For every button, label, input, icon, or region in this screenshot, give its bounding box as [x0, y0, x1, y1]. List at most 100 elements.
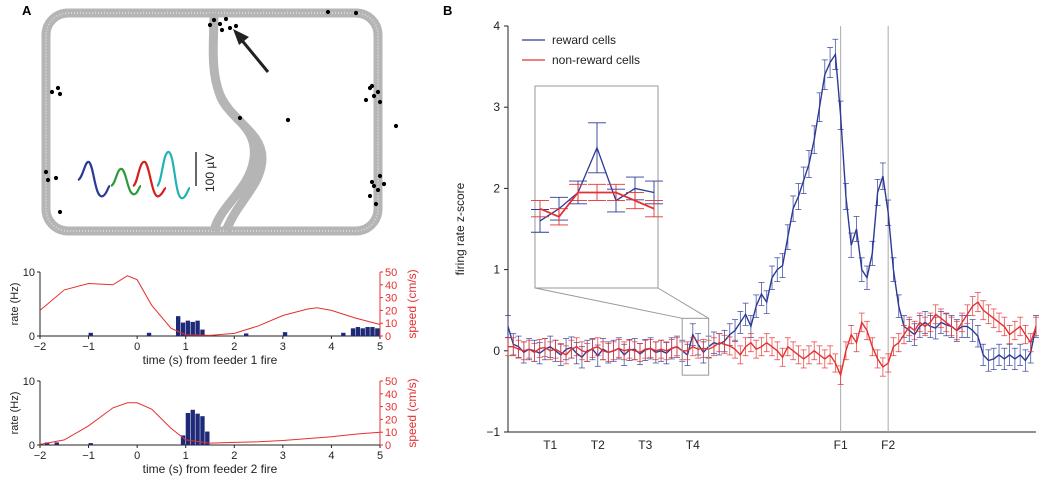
histogram-bar [375, 328, 380, 336]
x-axis-label: time (s) from feeder 2 fire [143, 462, 278, 476]
y-tick-label-right: 40 [385, 280, 397, 292]
x-tick-label: F2 [881, 438, 895, 452]
y-tick-label-right: 40 [385, 389, 397, 401]
histogram-bar [200, 329, 205, 336]
x-tick-label: 4 [328, 450, 334, 462]
x-tick-label: T4 [686, 438, 700, 452]
histogram-bar [180, 435, 186, 445]
spike-dot [393, 123, 399, 129]
x-tick-label: 2 [231, 450, 237, 462]
histogram-bar [176, 316, 181, 336]
y-axis-label: firing rate z-score [453, 182, 467, 275]
spike-dot [367, 193, 373, 199]
arrow-indicator [238, 37, 270, 73]
spike-dot [57, 91, 63, 97]
spike-dot [45, 177, 51, 183]
x-tick-label: 3 [280, 341, 286, 353]
y-tick-label-left: 0 [29, 331, 35, 343]
waveform-1 [77, 160, 111, 198]
x-tick-label: T3 [638, 438, 652, 452]
histogram-bar [146, 332, 152, 336]
speed-line [39, 275, 381, 336]
inset-box [534, 85, 659, 289]
panel-a-label: A [22, 3, 32, 18]
y-tick-label-right: 20 [385, 414, 397, 426]
histogram-bar [365, 327, 370, 336]
spike-dot [381, 181, 387, 187]
x-tick-label: 2 [231, 341, 237, 353]
zscore-chart: −1 0 1 2 3 4 firing rate z-score T1 T2 T3 T4 F1 F2 re… [453, 19, 1039, 452]
inset-connector [657, 287, 709, 319]
legend-label: reward cells [552, 33, 616, 47]
y-tick-label-right: 20 [385, 305, 397, 317]
y-tick-label-left: 0 [29, 440, 35, 452]
x-tick-label: 5 [377, 450, 383, 462]
spike-dot [217, 21, 223, 27]
y-tick-label-right: 30 [385, 402, 397, 414]
histogram-bar [341, 332, 346, 336]
y-tick-label-right: 50 [385, 376, 397, 388]
spike-dot [363, 97, 369, 103]
spike-dot [43, 169, 49, 175]
x-tick-label: F1 [834, 438, 848, 452]
inset-connector [534, 287, 683, 319]
spike-dot [377, 173, 383, 179]
histogram-bar [282, 332, 288, 336]
waveform-3 [132, 160, 167, 198]
histogram-bar [355, 327, 361, 336]
spike-dot [237, 115, 243, 121]
panel-b-label: B [443, 3, 452, 18]
histogram-bar [360, 328, 365, 336]
x-tick-label: 4 [328, 341, 334, 353]
y-tick-label: −1 [486, 425, 500, 439]
histogram-bar [205, 431, 210, 445]
histogram-bar [180, 322, 186, 336]
reward-cells-line [507, 52, 1037, 362]
histogram-bar [195, 320, 200, 336]
non-reward-cells-line [508, 301, 1037, 378]
spike-dot [325, 9, 331, 15]
arrow-head-icon [233, 29, 249, 45]
spike-dot [371, 93, 377, 99]
y-tick-label-right: 10 [385, 318, 397, 330]
legend-label: non-reward cells [552, 53, 640, 67]
histogram-bar [244, 333, 249, 336]
spike-dot [207, 22, 213, 28]
x-tick-label: −2 [34, 450, 47, 462]
histogram-bar [370, 327, 375, 336]
spike-dot [219, 27, 225, 33]
spike-dot [375, 89, 381, 95]
x-tick-label: −1 [82, 341, 95, 353]
x-tick-label: 0 [134, 341, 140, 353]
spike-dot [211, 17, 217, 23]
histogram-bar [88, 443, 93, 445]
spike-dot [285, 117, 291, 123]
y-tick-label-right: 30 [385, 293, 397, 305]
spike-dot [57, 209, 63, 215]
x-tick-label: 3 [280, 450, 286, 462]
y-axis-label-right: speed (cm/s) [405, 378, 419, 447]
y-tick-label-left: 10 [23, 267, 35, 279]
x-tick-label: 0 [134, 450, 140, 462]
histogram-bar [54, 442, 59, 445]
y-axis-label-left: rate (Hz) [9, 283, 21, 326]
y-tick-label-right: 0 [385, 440, 391, 452]
y-axis-label-right: speed (cm/s) [405, 269, 419, 338]
spike-dot [375, 187, 381, 193]
histogram-bar [88, 332, 93, 336]
waveforms [77, 150, 191, 200]
speed-line [39, 402, 381, 445]
y-tick-label: 3 [493, 100, 500, 114]
x-tick-label: T1 [543, 438, 557, 452]
spike-dot [369, 179, 375, 185]
spike-dot [49, 89, 55, 95]
inset-non-reward-line [539, 191, 655, 218]
spike-dot [369, 83, 375, 89]
spike-dot [371, 183, 377, 189]
spike-dot [233, 23, 239, 29]
x-tick-label: −1 [82, 450, 95, 462]
track-plot: 100 µV [41, 8, 399, 236]
